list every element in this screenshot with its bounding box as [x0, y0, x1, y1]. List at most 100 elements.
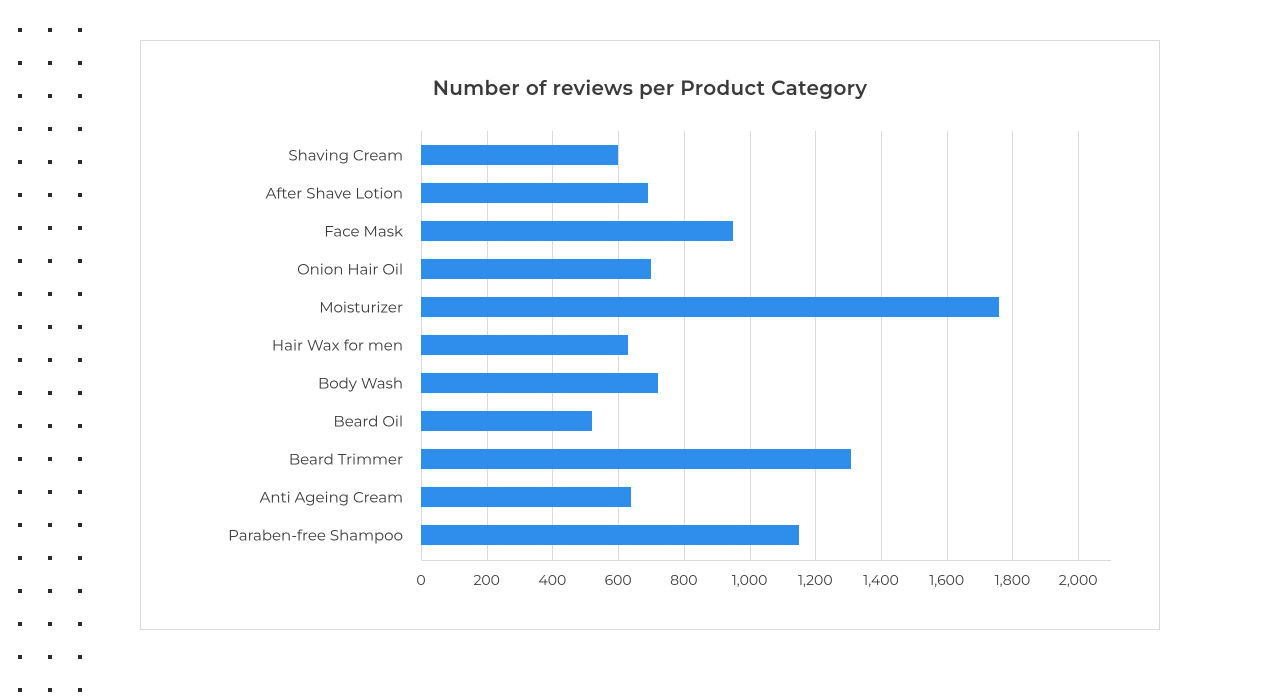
- y-tick-label: Shaving Cream: [288, 146, 403, 165]
- decorative-dot: [78, 28, 82, 32]
- decorative-dot: [18, 457, 22, 461]
- x-gridline: [750, 131, 751, 561]
- decorative-dot: [48, 160, 52, 164]
- x-tick-label: 1,600: [929, 571, 964, 589]
- x-axis-baseline: [421, 560, 1111, 561]
- decorative-dot: [18, 259, 22, 263]
- decorative-dot: [48, 127, 52, 131]
- bar: [421, 525, 799, 545]
- decorative-dot: [48, 226, 52, 230]
- decorative-dot: [18, 655, 22, 659]
- x-tick-label: 800: [670, 571, 697, 589]
- y-tick-label: After Shave Lotion: [266, 184, 403, 203]
- decorative-dot: [18, 292, 22, 296]
- decorative-dot: [78, 292, 82, 296]
- decorative-dot: [18, 622, 22, 626]
- decorative-dot: [48, 490, 52, 494]
- y-tick-label: Body Wash: [318, 374, 403, 393]
- decorative-dot: [78, 424, 82, 428]
- decorative-dot: [18, 358, 22, 362]
- x-tick-label: 1,000: [732, 571, 768, 589]
- decorative-dot: [78, 391, 82, 395]
- chart-card: Number of reviews per Product Category 0…: [140, 40, 1160, 630]
- bar: [421, 297, 999, 317]
- x-tick-label: 400: [539, 571, 567, 589]
- y-tick-label: Anti Ageing Cream: [260, 488, 403, 507]
- y-tick-label: Paraben-free Shampoo: [228, 526, 403, 545]
- bar: [421, 145, 618, 165]
- decorative-dot: [78, 61, 82, 65]
- bar: [421, 259, 651, 279]
- decorative-dot: [18, 490, 22, 494]
- decorative-dot: [18, 160, 22, 164]
- x-gridline: [1078, 131, 1079, 561]
- chart-plot-area: 02004006008001,0001,2001,4001,6001,8002,…: [421, 131, 1111, 561]
- decorative-dot: [78, 556, 82, 560]
- decorative-dot: [18, 589, 22, 593]
- chart-title: Number of reviews per Product Category: [141, 77, 1159, 101]
- decorative-dot-strip: [0, 0, 95, 700]
- decorative-dot: [78, 226, 82, 230]
- x-tick-label: 1,200: [798, 571, 833, 589]
- bar: [421, 183, 648, 203]
- bar: [421, 411, 592, 431]
- page-root: Number of reviews per Product Category 0…: [0, 0, 1280, 700]
- bar: [421, 449, 851, 469]
- decorative-dot: [78, 457, 82, 461]
- decorative-dot: [48, 556, 52, 560]
- decorative-dot: [48, 193, 52, 197]
- decorative-dot: [48, 259, 52, 263]
- decorative-dot: [78, 655, 82, 659]
- decorative-dot: [48, 622, 52, 626]
- x-tick-label: 2,000: [1059, 571, 1098, 589]
- decorative-dot: [78, 325, 82, 329]
- decorative-dot: [78, 688, 82, 692]
- decorative-dot: [78, 160, 82, 164]
- y-tick-label: Hair Wax for men: [272, 336, 403, 355]
- x-gridline: [947, 131, 948, 561]
- x-tick-label: 1,400: [863, 571, 899, 589]
- decorative-dot: [48, 424, 52, 428]
- x-tick-label: 1,800: [995, 571, 1031, 589]
- decorative-dot: [48, 358, 52, 362]
- decorative-dot: [78, 622, 82, 626]
- decorative-dot: [18, 424, 22, 428]
- decorative-dot: [78, 490, 82, 494]
- y-tick-label: Face Mask: [324, 222, 403, 241]
- decorative-dot: [78, 358, 82, 362]
- x-gridline: [1012, 131, 1013, 561]
- decorative-dot: [48, 28, 52, 32]
- decorative-dot: [18, 61, 22, 65]
- bar: [421, 373, 658, 393]
- decorative-dot: [18, 193, 22, 197]
- x-gridline: [881, 131, 882, 561]
- x-tick-label: 200: [473, 571, 499, 589]
- decorative-dot: [78, 259, 82, 263]
- decorative-dot: [78, 193, 82, 197]
- decorative-dot: [48, 655, 52, 659]
- decorative-dot: [18, 391, 22, 395]
- decorative-dot: [18, 523, 22, 527]
- decorative-dot: [48, 391, 52, 395]
- y-tick-label: Beard Trimmer: [289, 450, 403, 469]
- decorative-dot: [18, 28, 22, 32]
- decorative-dot: [18, 325, 22, 329]
- decorative-dot: [48, 457, 52, 461]
- decorative-dot: [18, 688, 22, 692]
- decorative-dot: [18, 127, 22, 131]
- y-tick-label: Moisturizer: [319, 298, 403, 317]
- x-gridline: [684, 131, 685, 561]
- decorative-dot: [48, 523, 52, 527]
- y-tick-label: Beard Oil: [333, 412, 403, 431]
- x-tick-label: 600: [605, 571, 632, 589]
- decorative-dot: [48, 688, 52, 692]
- decorative-dot: [18, 226, 22, 230]
- x-gridline: [815, 131, 816, 561]
- y-tick-label: Onion Hair Oil: [297, 260, 403, 279]
- decorative-dot: [48, 589, 52, 593]
- decorative-dot: [48, 61, 52, 65]
- decorative-dot: [78, 127, 82, 131]
- decorative-dot: [48, 94, 52, 98]
- decorative-dot: [78, 94, 82, 98]
- bar: [421, 335, 628, 355]
